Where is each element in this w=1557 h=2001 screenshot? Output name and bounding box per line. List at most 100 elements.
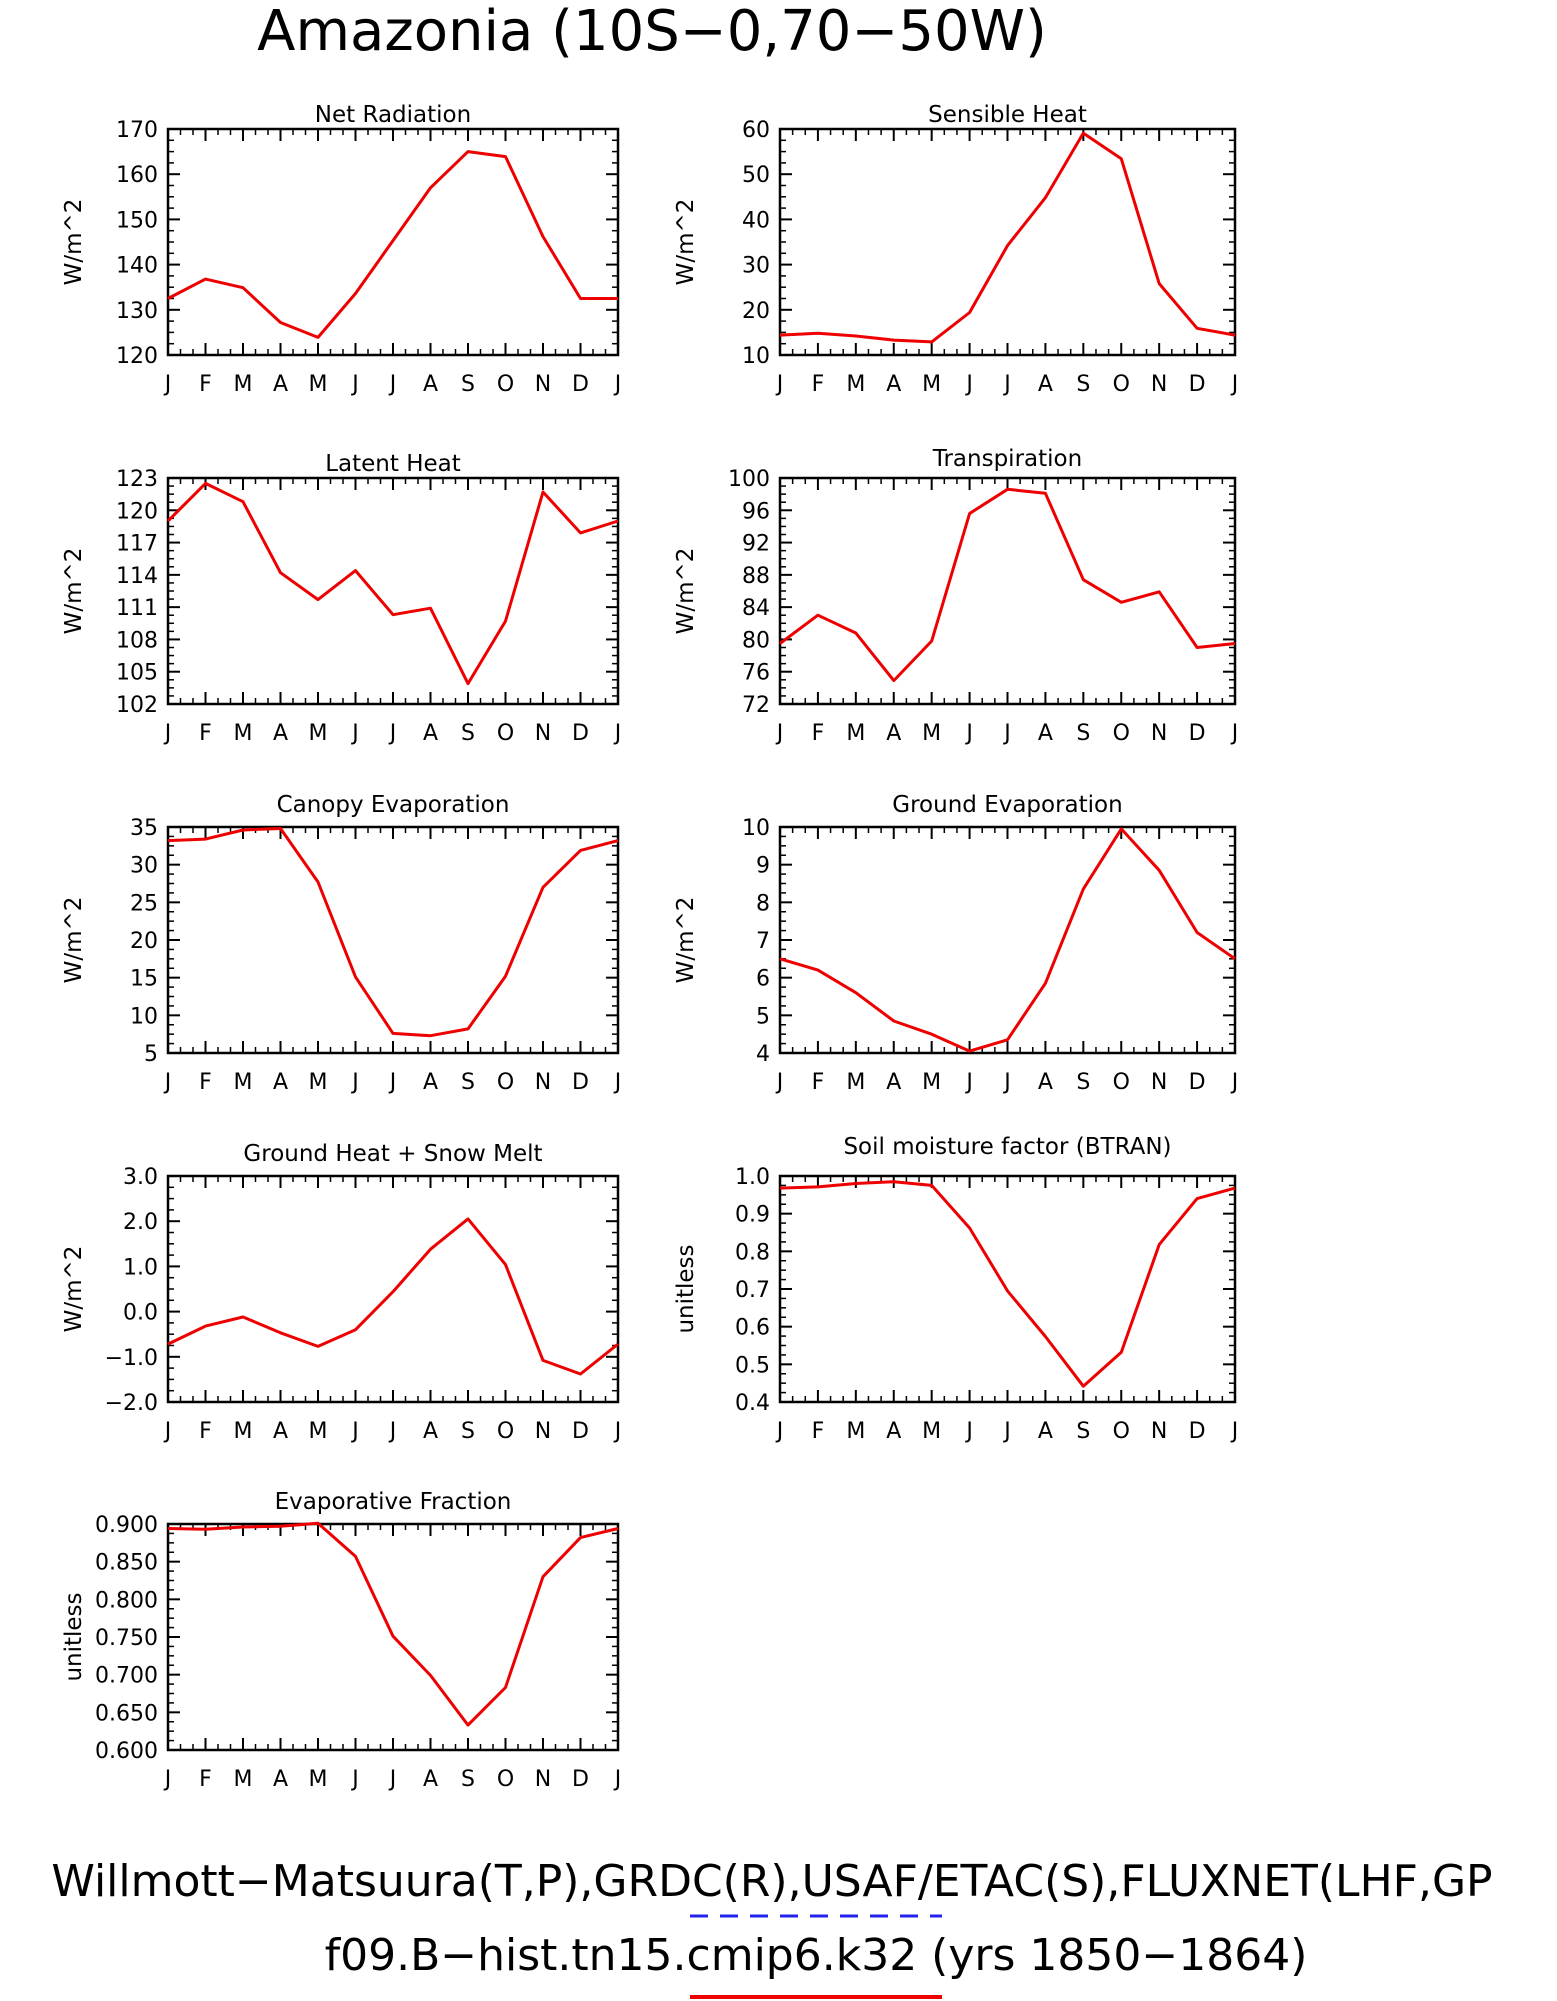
x-tick-label: J bbox=[964, 721, 973, 746]
y-tick-label: 15 bbox=[130, 967, 158, 992]
x-tick-label: M bbox=[309, 1070, 328, 1095]
x-tick-label: J bbox=[350, 721, 359, 746]
x-tick-label: F bbox=[812, 1419, 825, 1444]
x-tick-label: M bbox=[922, 721, 941, 746]
x-tick-label: A bbox=[886, 721, 901, 746]
x-tick-label: O bbox=[497, 721, 514, 746]
panel-title: Net Radiation bbox=[315, 102, 471, 128]
x-tick-label: D bbox=[1189, 372, 1206, 397]
x-tick-label: J bbox=[350, 372, 359, 397]
series-line bbox=[167, 150, 618, 339]
y-tick-label: 0.750 bbox=[95, 1626, 158, 1651]
y-tick-label: 84 bbox=[742, 596, 770, 621]
panel-title: Transpiration bbox=[932, 446, 1082, 472]
series-line bbox=[779, 487, 1236, 683]
y-tick-label: 105 bbox=[116, 661, 158, 686]
y-tick-label: 92 bbox=[742, 532, 770, 557]
x-tick-label: M bbox=[922, 1070, 941, 1095]
series-line bbox=[167, 1217, 619, 1376]
footer-model-run: f09.B−hist.tn15.cmip6.k32 (yrs 1850−1864… bbox=[325, 1930, 1308, 1981]
x-tick-label: M bbox=[234, 1419, 253, 1444]
panel-title: Soil moisture factor (BTRAN) bbox=[843, 1134, 1171, 1160]
x-tick-label: A bbox=[423, 1419, 438, 1444]
x-tick-label: N bbox=[535, 1070, 551, 1095]
x-tick-label: M bbox=[922, 1419, 941, 1444]
x-tick-label: D bbox=[1189, 1419, 1206, 1444]
y-tick-label: 0.6 bbox=[735, 1316, 770, 1341]
y-tick-label: 0.9 bbox=[735, 1203, 770, 1228]
y-tick-label: 1.0 bbox=[123, 1255, 158, 1280]
x-tick-label: J bbox=[388, 1070, 397, 1095]
x-tick-label: N bbox=[1151, 372, 1167, 397]
x-tick-label: S bbox=[461, 372, 475, 397]
x-tick-label: A bbox=[273, 372, 288, 397]
y-axis-label: unitless bbox=[673, 1244, 699, 1333]
x-tick-label: M bbox=[309, 1767, 328, 1792]
chart-panel: Ground Heat + Snow Melt W/m^2 −2.0 −1.0 0.0 1… bbox=[61, 1141, 621, 1444]
x-tick-label: J bbox=[1002, 721, 1011, 746]
panel-title: Canopy Evaporation bbox=[277, 792, 510, 818]
x-tick-label: O bbox=[1113, 372, 1130, 397]
x-tick-label: O bbox=[497, 372, 514, 397]
x-tick-label: N bbox=[535, 1419, 551, 1444]
x-tick-label: A bbox=[423, 1070, 438, 1095]
y-tick-label: 10 bbox=[742, 344, 770, 369]
series-line bbox=[167, 1521, 619, 1727]
x-tick-label: O bbox=[497, 1070, 514, 1095]
y-axis-label: W/m^2 bbox=[61, 1246, 87, 1333]
y-tick-label: 30 bbox=[130, 854, 158, 879]
x-tick-label: M bbox=[309, 372, 328, 397]
panel-title: Ground Evaporation bbox=[892, 792, 1122, 818]
series-line bbox=[166, 481, 619, 686]
panel-title: Sensible Heat bbox=[928, 102, 1087, 128]
y-tick-label: 88 bbox=[742, 564, 770, 589]
x-tick-label: S bbox=[461, 1419, 475, 1444]
y-tick-label: 96 bbox=[742, 499, 770, 524]
y-tick-label: 0.850 bbox=[95, 1551, 158, 1576]
y-tick-label: 6 bbox=[756, 967, 770, 992]
series-line bbox=[167, 827, 619, 1038]
y-tick-label: 114 bbox=[116, 564, 158, 589]
y-tick-label: 72 bbox=[742, 693, 770, 718]
y-tick-label: 120 bbox=[116, 499, 158, 524]
x-tick-label: J bbox=[163, 1070, 172, 1095]
y-tick-label: 8 bbox=[756, 891, 770, 916]
y-tick-label: 5 bbox=[144, 1042, 158, 1067]
x-tick-label: M bbox=[234, 372, 253, 397]
y-tick-label: 123 bbox=[116, 467, 158, 492]
y-tick-label: 76 bbox=[742, 661, 770, 686]
x-tick-label: J bbox=[1230, 372, 1239, 397]
x-tick-label: J bbox=[964, 1070, 973, 1095]
x-tick-label: M bbox=[309, 1419, 328, 1444]
x-tick-label: J bbox=[350, 1767, 359, 1792]
y-tick-label: 35 bbox=[130, 816, 158, 841]
x-tick-label: J bbox=[775, 721, 784, 746]
x-tick-label: J bbox=[613, 1767, 622, 1792]
x-tick-label: S bbox=[1076, 721, 1090, 746]
x-tick-label: O bbox=[497, 1767, 514, 1792]
x-tick-label: M bbox=[309, 721, 328, 746]
plot-frame bbox=[778, 476, 1237, 706]
x-tick-label: N bbox=[1151, 1419, 1167, 1444]
x-tick-label: S bbox=[1076, 1070, 1090, 1095]
y-tick-label: 0.700 bbox=[95, 1664, 158, 1689]
x-tick-label: J bbox=[163, 1767, 172, 1792]
x-tick-label: J bbox=[775, 1070, 784, 1095]
x-tick-label: A bbox=[273, 1070, 288, 1095]
x-tick-label: J bbox=[388, 372, 397, 397]
x-tick-label: J bbox=[1230, 721, 1239, 746]
x-tick-label: D bbox=[1189, 721, 1206, 746]
panel-title: Evaporative Fraction bbox=[275, 1489, 512, 1515]
x-tick-label: J bbox=[1230, 1419, 1239, 1444]
y-tick-label: 0.0 bbox=[123, 1301, 158, 1326]
x-tick-label: J bbox=[964, 1419, 973, 1444]
y-tick-label: 2.0 bbox=[123, 1210, 158, 1235]
panel-title: Latent Heat bbox=[325, 451, 461, 477]
y-tick-label: 5 bbox=[756, 1004, 770, 1029]
y-tick-label: 9 bbox=[756, 854, 770, 879]
x-tick-label: F bbox=[812, 372, 825, 397]
y-tick-label: 0.4 bbox=[735, 1391, 770, 1416]
y-tick-label: 140 bbox=[116, 254, 158, 279]
